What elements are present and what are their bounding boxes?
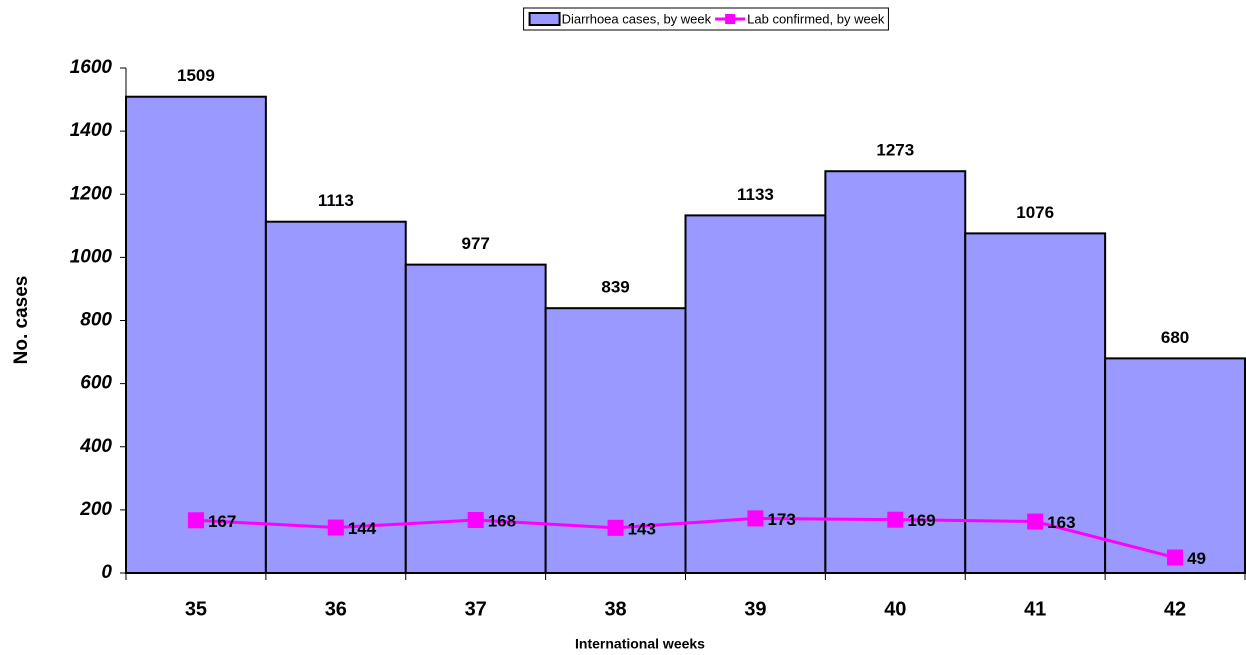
marker <box>887 511 904 528</box>
data-label: 144 <box>348 519 377 538</box>
x-tick-label: 39 <box>744 598 766 620</box>
data-label: 1113 <box>318 191 354 210</box>
x-tick-label: 38 <box>604 598 626 620</box>
marker <box>1027 513 1044 530</box>
y-tick-label: 800 <box>80 310 112 331</box>
x-tick-label: 35 <box>185 598 207 620</box>
data-label: 839 <box>601 278 629 297</box>
x-tick-label: 40 <box>884 598 906 620</box>
y-tick-label: 1600 <box>70 57 113 78</box>
marker <box>467 511 484 528</box>
x-tick-label: 37 <box>465 598 487 620</box>
data-label: 1509 <box>177 66 215 85</box>
marker <box>327 519 344 536</box>
legend-swatch <box>528 12 561 26</box>
data-label: 163 <box>1047 513 1075 532</box>
marker <box>187 512 204 529</box>
legend-label: Diarrhoea cases, by week <box>562 11 712 26</box>
bar <box>1104 357 1246 574</box>
x-tick-label: 36 <box>325 598 347 620</box>
y-tick-label: 600 <box>80 373 112 394</box>
data-label: 169 <box>907 511 935 530</box>
data-label: 977 <box>462 234 490 253</box>
bar <box>824 170 967 574</box>
data-label: 49 <box>1187 549 1206 568</box>
y-axis-title: No. cases <box>11 276 32 365</box>
x-tick-label: 42 <box>1164 598 1186 620</box>
y-tick-label: 400 <box>79 436 112 457</box>
legend-box <box>523 7 889 31</box>
x-tick-label: 41 <box>1024 598 1046 620</box>
y-tick-label: 1200 <box>70 183 113 204</box>
marker <box>747 510 764 527</box>
marker <box>1167 549 1184 566</box>
y-tick-label: 0 <box>101 562 112 583</box>
data-label: 680 <box>1161 328 1189 347</box>
legend-swatch <box>725 14 736 24</box>
data-label: 167 <box>208 512 236 531</box>
bar <box>544 307 687 574</box>
data-label: 173 <box>767 510 795 529</box>
y-tick-label: 1000 <box>70 246 113 267</box>
marker <box>607 519 624 536</box>
data-label: 1273 <box>876 141 914 160</box>
bar <box>264 220 407 574</box>
y-tick-label: 200 <box>79 499 112 520</box>
line <box>195 516 1176 559</box>
data-label: 143 <box>628 519 656 538</box>
bar <box>125 95 267 575</box>
y-tick-label: 1400 <box>70 120 113 141</box>
legend-label: Lab confirmed, by week <box>747 11 885 26</box>
x-axis-title: International weeks <box>575 636 705 652</box>
data-label: 1133 <box>737 185 774 204</box>
data-label: 168 <box>488 511 516 530</box>
data-label: 1076 <box>1016 203 1054 222</box>
